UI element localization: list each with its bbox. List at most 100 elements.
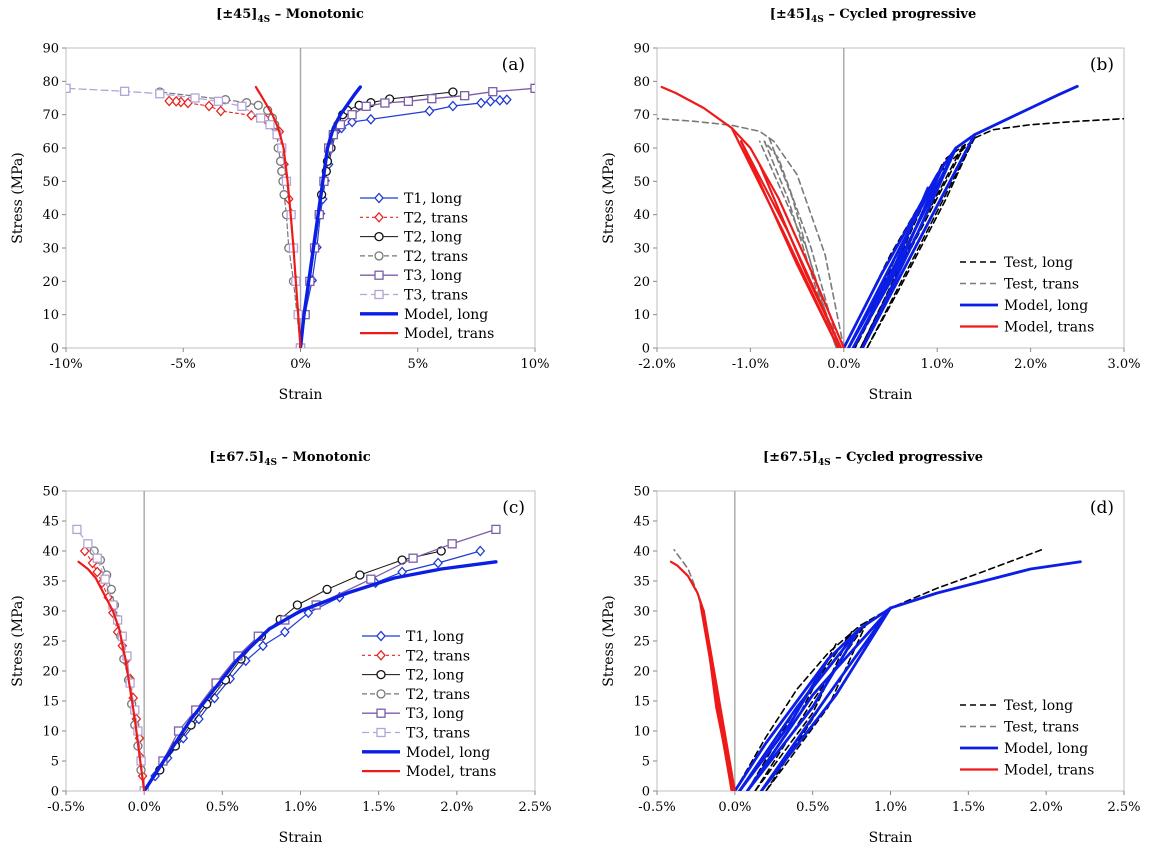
series-t1-long-0-point (475, 545, 486, 557)
series-t1-long-0-point (258, 640, 268, 652)
series-t1-long-0-point (365, 113, 376, 125)
y-tick-label: 0 (51, 342, 59, 357)
series-t1-long-0-point (433, 557, 443, 569)
y-tick-label: 45 (42, 515, 59, 530)
chart-title-rest: – Cycled progressive (824, 7, 976, 22)
legend-swatch-point (376, 649, 386, 661)
series-t1-long-0-point (476, 97, 486, 109)
series-t3-long-4-point (366, 574, 376, 584)
series-test-long-0-line (746, 631, 853, 791)
legend-swatch-point (376, 669, 386, 680)
series-t3-trans-5-point (119, 86, 130, 96)
chart-title: [±67.5]4S – Monotonic (209, 450, 370, 468)
x-tick-label: -2.0% (638, 357, 675, 372)
series-test-trans-1-line (763, 140, 838, 348)
y-tick-label: 90 (633, 42, 650, 57)
y-axis-label: Stress (MPa) (10, 595, 26, 686)
series-t1-long-0-point (448, 100, 458, 112)
y-tick-label: 5 (642, 755, 650, 770)
legend-swatch-point (374, 231, 384, 242)
series-t2-trans-1-point (215, 105, 226, 117)
series-t1-long-0-point (347, 116, 357, 128)
legend: T1, long T2, trans T2, long T2, trans T3, lo… (362, 629, 496, 780)
y-tick-label: 80 (633, 75, 650, 90)
chart-panel-2: [±67.5]4S – Monotonic 0 5 10 15 20 25 30 35 40 45 5… (10, 450, 552, 846)
legend-swatch-point (376, 727, 386, 738)
y-tick-label: 70 (42, 108, 59, 123)
legend-swatch-point (374, 289, 384, 300)
y-tick-label: 40 (42, 208, 59, 223)
chart-title: [±67.5]4S – Cycled progressive (763, 450, 983, 468)
y-tick-label: 45 (633, 515, 650, 530)
legend-swatch-point (376, 689, 386, 699)
x-tick-label: -0.5% (47, 800, 84, 815)
series-test-long-0-line (734, 549, 1043, 791)
panel-letter: (c) (502, 498, 525, 518)
x-tick-label: 0.0% (128, 800, 161, 815)
series-model-long-6 (298, 85, 362, 348)
x-axis-label: Strain (869, 387, 913, 403)
series-model-long-2-line (745, 606, 892, 791)
y-tick-label: 90 (42, 42, 59, 57)
x-tick-label: 0.0% (718, 800, 751, 815)
series-t3-trans-5-point (237, 101, 247, 111)
x-tick-label: 0.5% (796, 800, 829, 815)
series-model-trans-3-line (699, 603, 735, 791)
x-tick-label: 10% (521, 357, 550, 372)
series-t1-long-0-point (279, 626, 290, 638)
y-tick-label: 60 (633, 142, 650, 157)
series-model-long-2 (733, 560, 1082, 791)
series-test-long-0-line (866, 137, 976, 348)
legend-label: T3, trans (404, 288, 468, 304)
x-axis-label: Strain (279, 830, 323, 846)
series-model-trans-3-line (730, 126, 840, 348)
series-test-long-0-line (754, 631, 853, 791)
series-t2-trans-3 (155, 87, 306, 348)
chart-panel-3: [±67.5]4S – Cycled progressive 0 5 10 15 20 25… (601, 450, 1141, 846)
legend-swatch-point (374, 251, 384, 261)
series-t3-trans-5-point (100, 574, 110, 584)
legend-label: Test, trans (1004, 277, 1079, 293)
series-t2-trans-1-point (79, 545, 90, 557)
y-tick-label: 30 (633, 242, 650, 257)
x-tick-label: 3.0% (1107, 357, 1140, 372)
legend-swatch-point (374, 270, 384, 280)
legend-label: T2, trans (404, 249, 468, 265)
plot-area (72, 524, 501, 791)
legend-label: T1, long (404, 191, 462, 207)
series-t2-long-2-line (143, 550, 442, 791)
series-t1-long-0-point (424, 105, 435, 117)
series-t3-long-4-point (459, 91, 470, 101)
y-tick-label: 15 (42, 695, 59, 710)
series-model-long-2 (842, 84, 1079, 348)
series-model-trans-3 (669, 560, 736, 791)
series-t1-long-0-point (209, 692, 220, 704)
legend-label: Model, long (404, 307, 488, 323)
chart-panel-0: [±45]4S – Monotonic 0 10 20 30 40 50 60 70 80 90 -1… (10, 7, 549, 403)
legend-label: T3, long (406, 706, 464, 722)
plot-frame (656, 47, 1125, 349)
x-axis-label: Strain (279, 387, 323, 403)
y-tick-label: 0 (642, 785, 650, 800)
y-tick-label: 40 (633, 208, 650, 223)
x-tick-label: -10% (49, 357, 82, 372)
legend-label: Test, long (1004, 255, 1073, 271)
y-tick-label: 0 (642, 342, 650, 357)
series-test-long-0-line (859, 135, 976, 348)
legend-swatch-point (374, 192, 384, 204)
series-t3-long-4-point (427, 94, 437, 104)
legend-label: T1, long (406, 629, 464, 645)
series-model-trans-7-line (77, 560, 146, 791)
legend-label: Test, trans (1004, 720, 1079, 736)
y-tick-label: 35 (42, 575, 59, 590)
y-tick-label: 30 (633, 605, 650, 620)
chart-title: [±45]4S – Cycled progressive (770, 7, 976, 25)
legend-label: Model, trans (1004, 320, 1094, 336)
y-tick-label: 60 (42, 142, 59, 157)
x-tick-label: 1.0% (874, 800, 907, 815)
chart-title-subscript: 4S (818, 458, 831, 468)
chart-title-main: [±45] (770, 7, 811, 22)
y-tick-label: 5 (51, 755, 59, 770)
series-model-long-2-line (851, 146, 958, 348)
